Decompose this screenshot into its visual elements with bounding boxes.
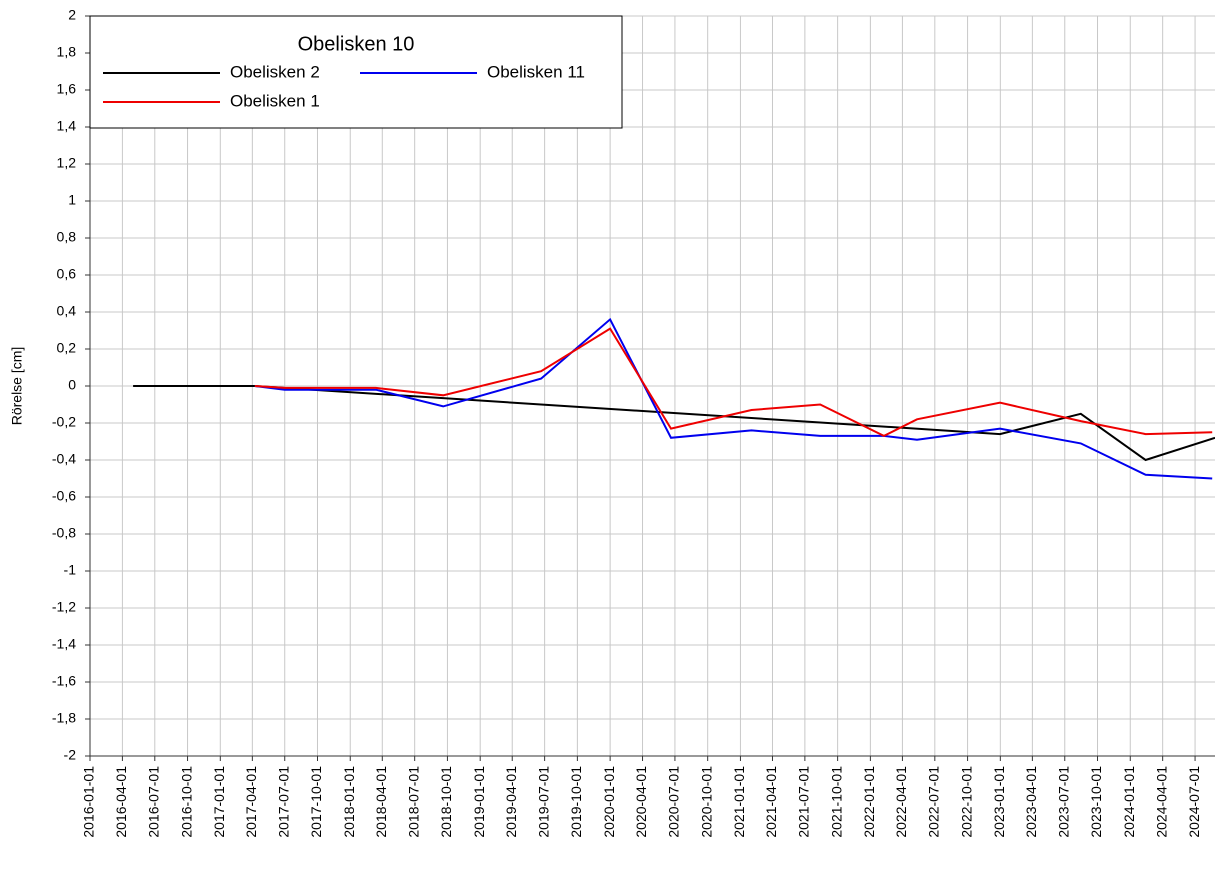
legend-label: Obelisken 1 bbox=[230, 91, 320, 110]
x-tick-label: 2018-10-01 bbox=[438, 766, 454, 838]
x-tick-label: 2018-04-01 bbox=[373, 766, 389, 838]
x-tick-label: 2024-01-01 bbox=[1121, 766, 1137, 838]
series-line bbox=[254, 317, 1213, 480]
series-line bbox=[133, 385, 1215, 462]
x-tick-label: 2016-01-01 bbox=[81, 766, 97, 838]
x-tick-label: 2018-01-01 bbox=[341, 766, 357, 838]
x-tick-label: 2020-04-01 bbox=[633, 766, 649, 838]
y-tick-label: 0 bbox=[68, 377, 76, 393]
series-line bbox=[254, 327, 1213, 438]
x-tick-label: 2018-07-01 bbox=[405, 766, 421, 838]
x-tick-label: 2022-04-01 bbox=[893, 766, 909, 838]
y-tick-label: -0,2 bbox=[52, 414, 76, 430]
y-tick-label: -0,6 bbox=[52, 488, 76, 504]
x-tick-label: 2021-04-01 bbox=[763, 766, 779, 838]
x-tick-label: 2017-10-01 bbox=[308, 766, 324, 838]
x-tick-label: 2020-01-01 bbox=[601, 766, 617, 838]
y-tick-label: 1,2 bbox=[57, 155, 77, 171]
legend-label: Obelisken 2 bbox=[230, 62, 320, 81]
x-tick-label: 2019-10-01 bbox=[568, 766, 584, 838]
x-tick-label: 2023-07-01 bbox=[1055, 766, 1071, 838]
y-tick-label: 1 bbox=[68, 192, 76, 208]
y-tick-label: 0,8 bbox=[57, 229, 77, 245]
legend-title: Obelisken 10 bbox=[298, 33, 415, 55]
y-tick-label: 0,6 bbox=[57, 266, 77, 282]
y-tick-label: 1,4 bbox=[57, 118, 77, 134]
x-tick-label: 2021-01-01 bbox=[731, 766, 747, 838]
x-tick-label: 2016-07-01 bbox=[145, 766, 161, 838]
x-tick-label: 2023-04-01 bbox=[1023, 766, 1039, 838]
x-tick-label: 2019-07-01 bbox=[535, 766, 551, 838]
x-tick-label: 2017-01-01 bbox=[211, 766, 227, 838]
y-tick-label: -1,8 bbox=[52, 710, 76, 726]
x-tick-label: 2019-04-01 bbox=[503, 766, 519, 838]
x-tick-label: 2020-07-01 bbox=[666, 766, 682, 838]
x-tick-label: 2022-07-01 bbox=[926, 766, 942, 838]
x-tick-label: 2016-04-01 bbox=[113, 766, 129, 838]
y-tick-label: -1,4 bbox=[52, 636, 76, 652]
x-tick-label: 2016-10-01 bbox=[178, 766, 194, 838]
legend-label: Obelisken 11 bbox=[487, 62, 585, 81]
y-tick-label: 1,6 bbox=[57, 81, 77, 97]
x-tick-label: 2022-10-01 bbox=[958, 766, 974, 838]
y-tick-label: -1 bbox=[64, 562, 77, 578]
x-tick-label: 2017-04-01 bbox=[243, 766, 259, 838]
y-tick-label: 2 bbox=[68, 7, 76, 23]
y-tick-label: -2 bbox=[64, 747, 77, 763]
x-tick-label: 2021-07-01 bbox=[796, 766, 812, 838]
y-tick-label: 0,4 bbox=[57, 303, 77, 319]
y-axis-label: Rörelse [cm] bbox=[9, 347, 25, 426]
x-tick-label: 2021-10-01 bbox=[828, 766, 844, 838]
x-tick-label: 2024-04-01 bbox=[1153, 766, 1169, 838]
x-tick-label: 2022-01-01 bbox=[861, 766, 877, 838]
x-tick-label: 2020-10-01 bbox=[698, 766, 714, 838]
x-tick-label: 2023-01-01 bbox=[991, 766, 1007, 838]
y-tick-label: -0,4 bbox=[52, 451, 76, 467]
y-tick-label: -1,2 bbox=[52, 599, 76, 615]
x-tick-label: 2017-07-01 bbox=[275, 766, 291, 838]
y-tick-label: 1,8 bbox=[57, 44, 77, 60]
y-tick-label: -1,6 bbox=[52, 673, 76, 689]
x-tick-label: 2019-01-01 bbox=[471, 766, 487, 838]
x-tick-label: 2024-07-01 bbox=[1186, 766, 1202, 838]
x-tick-label: 2023-10-01 bbox=[1088, 766, 1104, 838]
y-tick-label: -0,8 bbox=[52, 525, 76, 541]
y-tick-label: 0,2 bbox=[57, 340, 77, 356]
legend: Obelisken 10 Obelisken 2 Obelisken 11 Obeli… bbox=[89, 15, 623, 129]
